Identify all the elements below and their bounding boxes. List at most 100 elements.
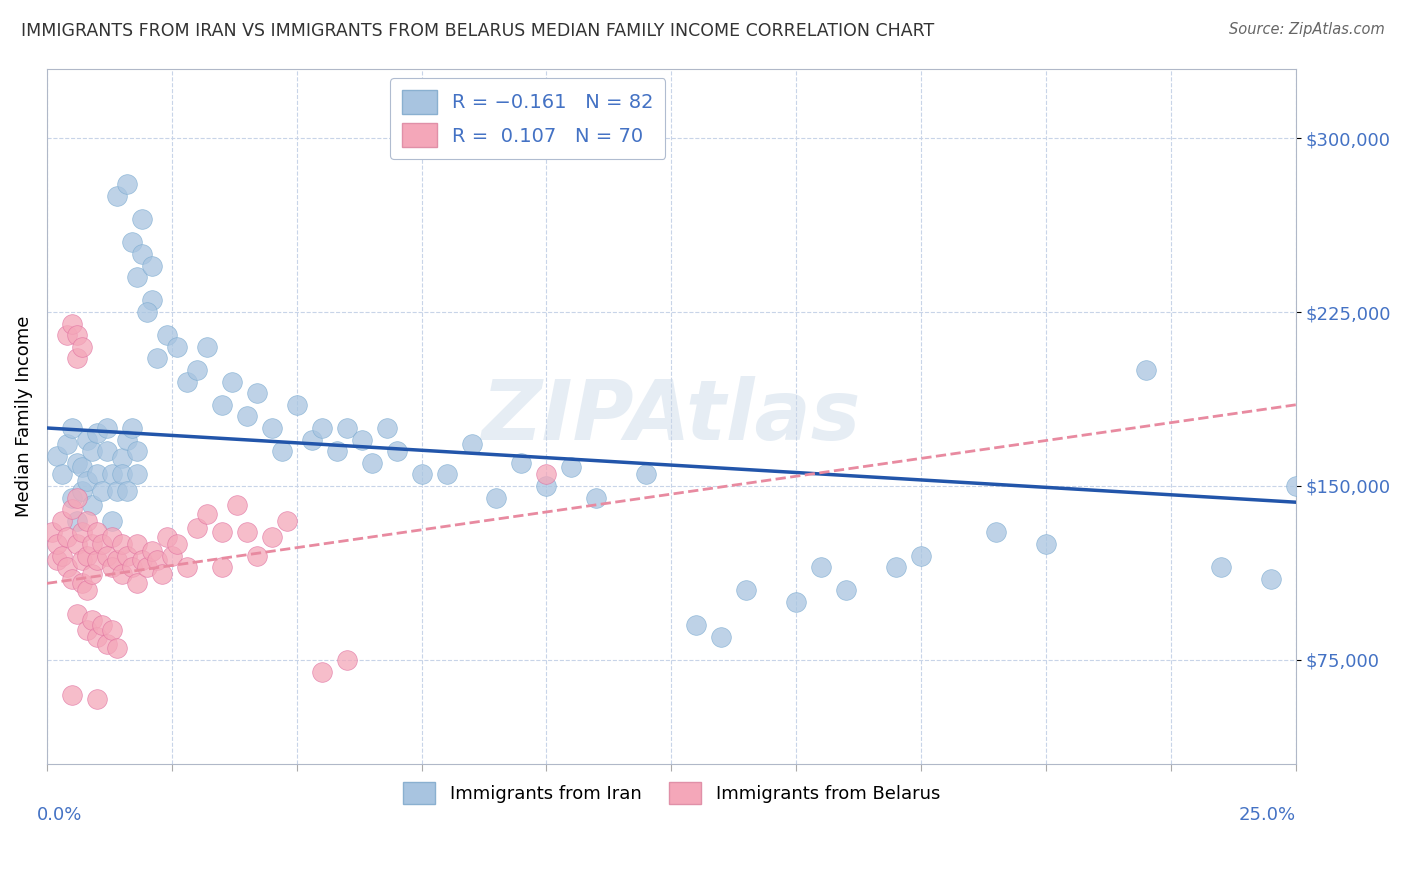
Point	[350, 433, 373, 447]
Point	[301, 433, 323, 447]
Point	[146, 553, 169, 567]
Point	[360, 456, 382, 470]
Point	[60, 491, 83, 505]
Point	[86, 425, 108, 440]
Point	[70, 460, 93, 475]
Point	[86, 525, 108, 540]
Point	[105, 189, 128, 203]
Point	[76, 475, 98, 489]
Point	[60, 572, 83, 586]
Point	[510, 456, 533, 470]
Text: 25.0%: 25.0%	[1239, 806, 1296, 824]
Point	[121, 421, 143, 435]
Point	[884, 560, 907, 574]
Point	[80, 614, 103, 628]
Point	[115, 433, 138, 447]
Point	[125, 537, 148, 551]
Point	[105, 553, 128, 567]
Point	[260, 421, 283, 435]
Point	[186, 521, 208, 535]
Point	[60, 502, 83, 516]
Point	[101, 560, 124, 574]
Point	[1135, 363, 1157, 377]
Point	[336, 653, 359, 667]
Point	[105, 483, 128, 498]
Point	[111, 467, 134, 482]
Point	[96, 637, 118, 651]
Point	[86, 630, 108, 644]
Point	[211, 398, 233, 412]
Point	[910, 549, 932, 563]
Point	[460, 437, 482, 451]
Point	[125, 576, 148, 591]
Point	[536, 467, 558, 482]
Point	[101, 530, 124, 544]
Point	[156, 328, 179, 343]
Point	[45, 553, 67, 567]
Point	[835, 583, 858, 598]
Point	[735, 583, 758, 598]
Point	[115, 178, 138, 192]
Text: Source: ZipAtlas.com: Source: ZipAtlas.com	[1229, 22, 1385, 37]
Point	[66, 514, 89, 528]
Point	[1035, 537, 1057, 551]
Point	[131, 247, 153, 261]
Point	[66, 607, 89, 621]
Point	[984, 525, 1007, 540]
Point	[195, 507, 218, 521]
Point	[76, 433, 98, 447]
Point	[311, 421, 333, 435]
Point	[66, 328, 89, 343]
Point	[86, 553, 108, 567]
Point	[70, 525, 93, 540]
Text: 0.0%: 0.0%	[37, 806, 83, 824]
Point	[66, 537, 89, 551]
Point	[166, 537, 188, 551]
Point	[311, 665, 333, 679]
Point	[166, 340, 188, 354]
Point	[810, 560, 832, 574]
Point	[246, 549, 269, 563]
Point	[221, 375, 243, 389]
Point	[225, 498, 247, 512]
Point	[105, 641, 128, 656]
Y-axis label: Median Family Income: Median Family Income	[15, 316, 32, 517]
Point	[76, 514, 98, 528]
Point	[101, 623, 124, 637]
Point	[375, 421, 398, 435]
Point	[66, 351, 89, 366]
Point	[60, 688, 83, 702]
Point	[325, 444, 347, 458]
Point	[411, 467, 433, 482]
Point	[186, 363, 208, 377]
Point	[76, 549, 98, 563]
Point	[111, 451, 134, 466]
Point	[56, 530, 79, 544]
Point	[336, 421, 359, 435]
Point	[176, 375, 198, 389]
Point	[636, 467, 658, 482]
Point	[1209, 560, 1232, 574]
Point	[101, 467, 124, 482]
Point	[70, 483, 93, 498]
Point	[156, 530, 179, 544]
Point	[135, 305, 157, 319]
Text: IMMIGRANTS FROM IRAN VS IMMIGRANTS FROM BELARUS MEDIAN FAMILY INCOME CORRELATION: IMMIGRANTS FROM IRAN VS IMMIGRANTS FROM …	[21, 22, 935, 40]
Point	[86, 467, 108, 482]
Point	[70, 576, 93, 591]
Point	[131, 553, 153, 567]
Point	[121, 560, 143, 574]
Point	[80, 498, 103, 512]
Point	[90, 483, 112, 498]
Point	[56, 560, 79, 574]
Point	[51, 549, 73, 563]
Point	[45, 537, 67, 551]
Point	[235, 409, 257, 424]
Point	[45, 449, 67, 463]
Point	[90, 618, 112, 632]
Point	[125, 444, 148, 458]
Point	[86, 692, 108, 706]
Point	[276, 514, 298, 528]
Point	[125, 467, 148, 482]
Point	[41, 525, 63, 540]
